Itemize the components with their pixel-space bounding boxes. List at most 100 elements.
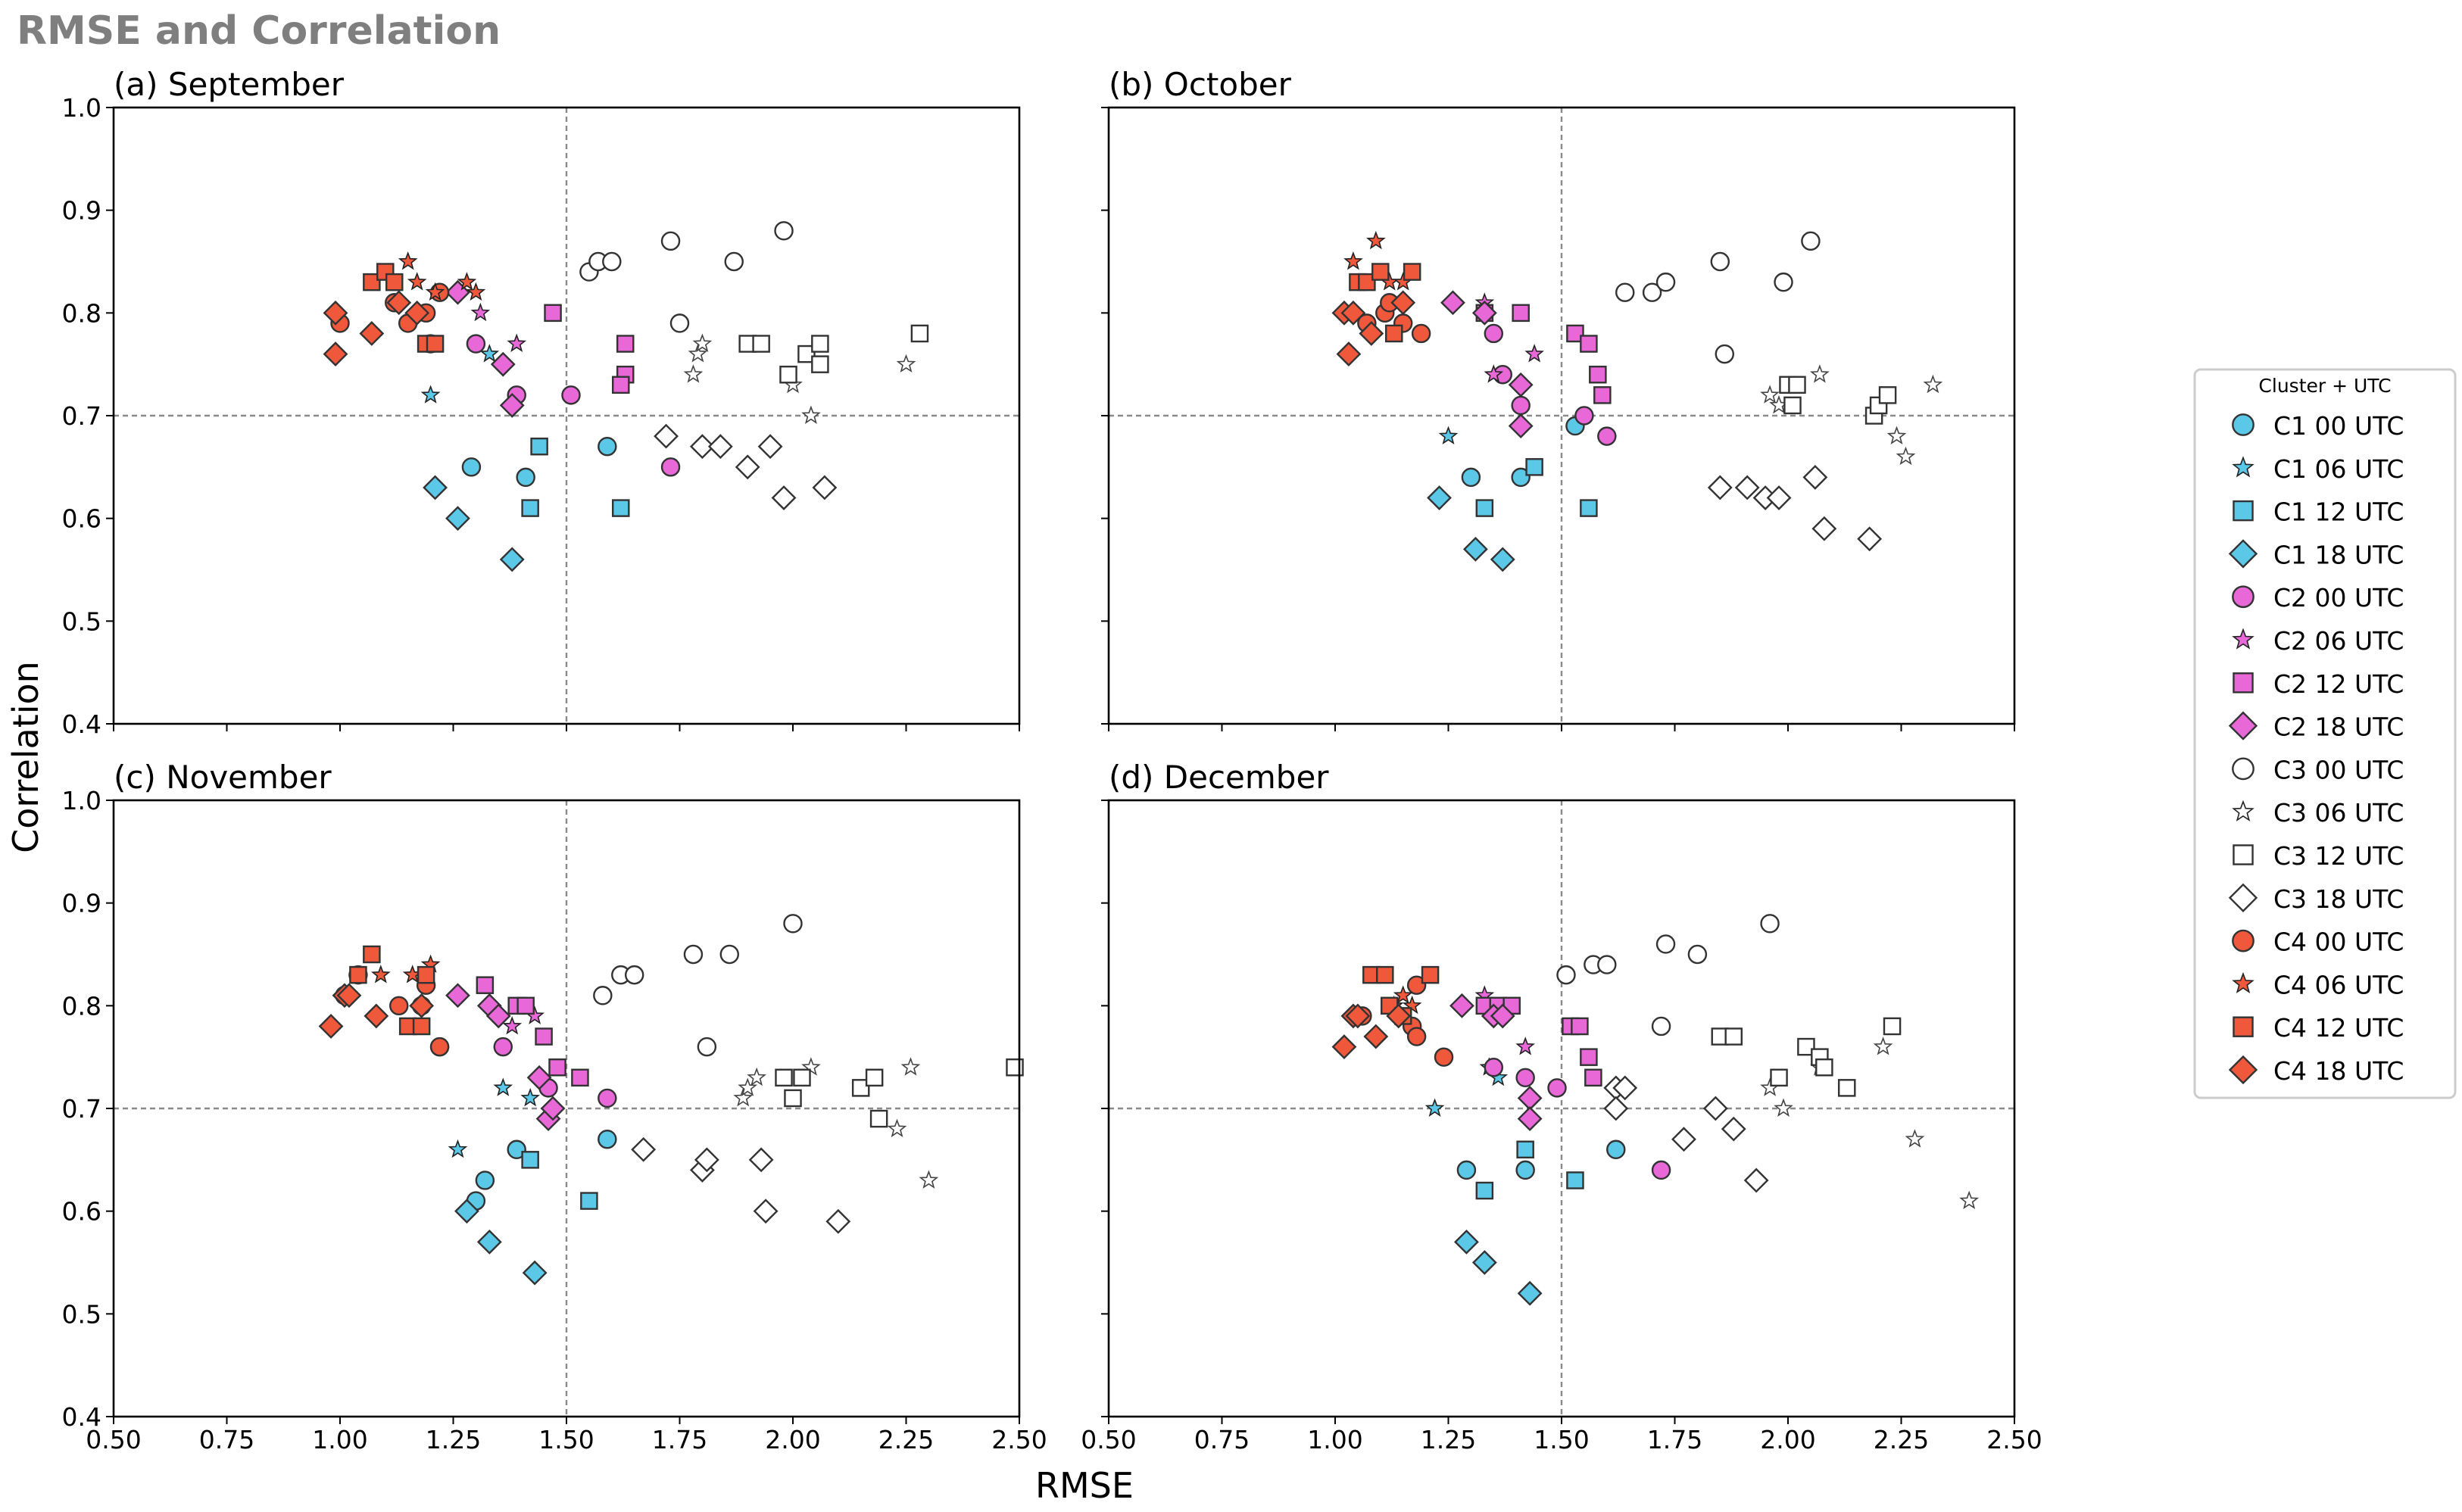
legend-marker-c3-18	[2228, 883, 2258, 912]
point-c4-00	[429, 1037, 450, 1057]
x-tick-label: 2.25	[1874, 1425, 1929, 1454]
point-c3-18	[812, 475, 838, 500]
point-c2-12	[1593, 386, 1612, 404]
point-c3-18	[1811, 516, 1837, 541]
point-c3-18	[735, 454, 760, 480]
y-tick-label: 0.6	[62, 504, 101, 534]
point-c3-18	[753, 1199, 779, 1224]
point-c1-12	[1580, 499, 1598, 517]
legend-marker-c4-00	[2232, 929, 2254, 952]
legend-label: C3 18 UTC	[2273, 884, 2404, 914]
point-c3-18	[771, 485, 797, 510]
legend-label: C3 06 UTC	[2273, 798, 2404, 828]
point-c2-18	[1508, 372, 1534, 397]
legend-marker-c3-12	[2233, 844, 2254, 865]
x-tick-label: 0.50	[86, 1425, 141, 1454]
point-c2-00	[598, 1088, 617, 1108]
point-c1-18	[454, 1199, 479, 1224]
point-c2-00	[660, 457, 681, 477]
point-c2-12	[1566, 324, 1584, 343]
point-c3-00	[1715, 344, 1735, 364]
point-c4-12	[385, 273, 404, 291]
panel-title: (c) November	[114, 759, 332, 796]
point-c2-12	[612, 376, 630, 394]
point-c3-18	[757, 434, 783, 460]
x-tick-label: 1.50	[1534, 1425, 1589, 1454]
panel-3: 0.50 0.75 1.00 1.25 1.50 1.75 2.00 2.25 2.50 0.4 0…	[62, 759, 1047, 1454]
point-c2-12	[535, 1027, 553, 1046]
point-c4-12	[1371, 263, 1390, 281]
point-c1-12	[530, 437, 548, 456]
point-c3-18	[1734, 475, 1760, 500]
legend-label: C3 12 UTC	[2273, 841, 2404, 871]
point-c2-00	[1547, 1078, 1567, 1098]
point-c3-06	[801, 405, 821, 424]
point-c3-06	[1886, 426, 1907, 445]
legend-label: C2 12 UTC	[2273, 669, 2404, 699]
legend-marker-c2-12	[2233, 672, 2254, 694]
x-tick-label: 1.25	[426, 1425, 481, 1454]
panel-1: 0.4 0.5 0.6 0.7 0.8 0.9 1.0 (a) September	[62, 66, 1021, 739]
point-c1-06	[479, 344, 500, 363]
point-c3-18	[1671, 1127, 1696, 1152]
point-c4-12	[363, 273, 381, 291]
point-c1-18	[1517, 1280, 1543, 1306]
point-c3-06	[688, 344, 708, 363]
point-c4-06	[1366, 230, 1386, 250]
plot-frame	[112, 106, 1021, 725]
legend-label: C4 12 UTC	[2273, 1013, 2404, 1043]
point-c1-00	[507, 1139, 526, 1159]
point-c3-12	[793, 1068, 811, 1087]
point-c1-00	[598, 1129, 617, 1149]
legend-entry-c2-18: C2 18 UTC	[2228, 711, 2404, 742]
point-c3-00	[783, 914, 803, 934]
point-c3-00	[1615, 282, 1635, 302]
point-c4-12	[412, 1017, 431, 1036]
figure-title: RMSE and Correlation	[17, 8, 501, 54]
point-c2-18	[490, 351, 516, 377]
point-c3-00	[1760, 914, 1780, 934]
point-c3-00	[1655, 934, 1676, 954]
point-c1-18	[499, 547, 525, 572]
point-c4-18	[1336, 341, 1362, 367]
point-c2-06	[1484, 364, 1504, 383]
point-c3-12	[811, 335, 829, 353]
legend-entry-c3-06: C3 06 UTC	[2232, 798, 2404, 828]
point-c4-18	[323, 341, 348, 367]
point-c3-06	[738, 1077, 758, 1096]
plot-frame	[112, 799, 1021, 1418]
point-c4-18	[409, 993, 435, 1018]
point-c1-12	[1475, 1181, 1494, 1200]
legend-label: C2 00 UTC	[2273, 583, 2404, 613]
point-c1-12	[612, 499, 630, 517]
point-c2-06	[507, 333, 527, 352]
point-c4-18	[1331, 1034, 1357, 1060]
point-c1-06	[520, 1087, 540, 1107]
y-tick-label: 0.5	[62, 606, 101, 636]
point-c1-12	[580, 1192, 598, 1210]
point-c3-06	[1760, 385, 1780, 404]
point-c4-00	[389, 996, 409, 1016]
point-c4-12	[1376, 965, 1394, 984]
x-tick-label: 2.25	[878, 1425, 934, 1454]
point-c1-12	[521, 499, 539, 517]
point-c2-06	[470, 302, 491, 322]
point-c3-18	[1743, 1168, 1769, 1193]
legend-entry-c2-12: C2 12 UTC	[2233, 669, 2404, 699]
y-tick-label: 0.6	[62, 1197, 101, 1227]
point-c4-06	[398, 251, 418, 270]
plot-frame	[1107, 799, 2016, 1418]
legend-entry-c4-00: C4 00 UTC	[2232, 927, 2404, 957]
point-c4-18	[359, 321, 385, 346]
point-c2-18	[1440, 290, 1465, 316]
legend-label: C2 06 UTC	[2273, 626, 2404, 656]
legend-entry-c3-12: C3 12 UTC	[2233, 841, 2404, 871]
x-tick-label: 1.00	[1307, 1425, 1362, 1454]
point-c4-12	[363, 945, 381, 964]
y-tick-label: 0.7	[62, 1094, 101, 1124]
point-c3-06	[887, 1118, 907, 1138]
y-tick-label: 0.8	[62, 298, 101, 328]
point-c4-12	[1358, 273, 1376, 291]
point-c4-18	[1386, 1003, 1412, 1029]
